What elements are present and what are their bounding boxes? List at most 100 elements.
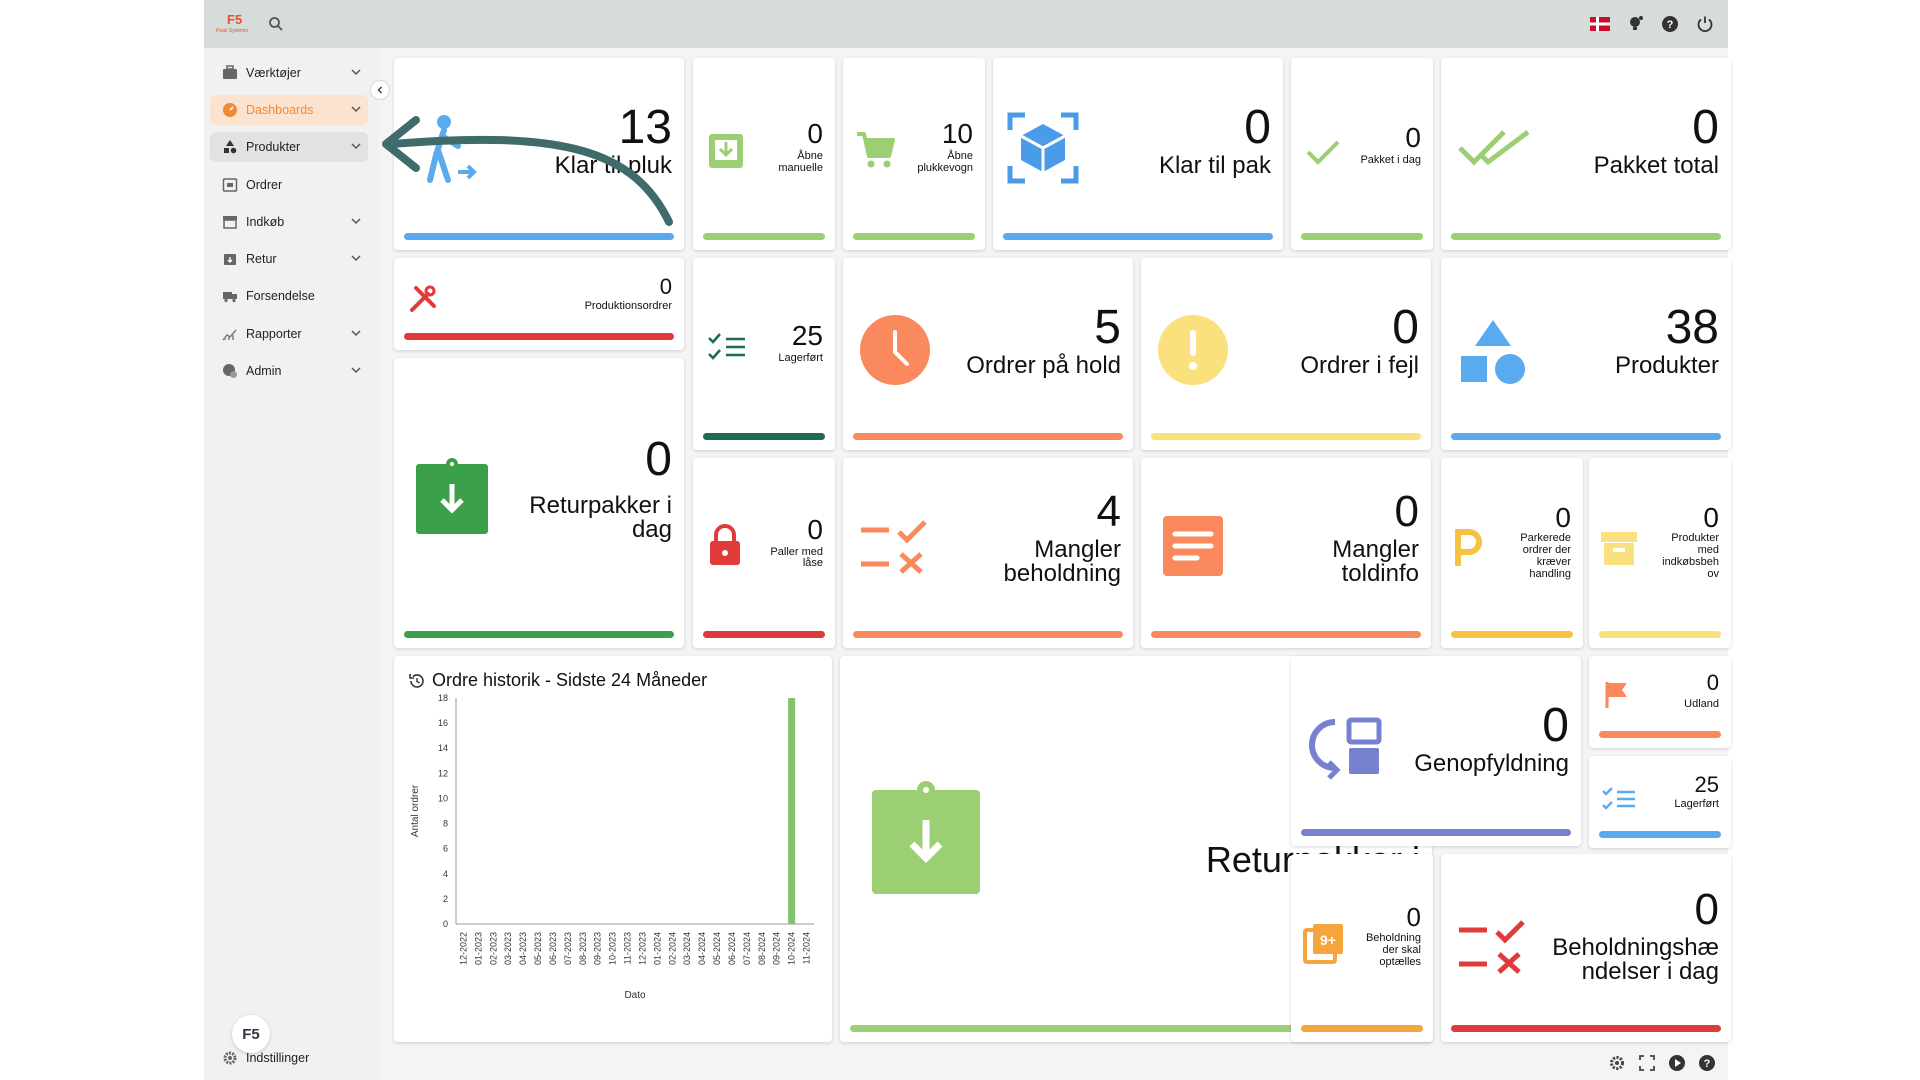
shapes-icon [224,140,237,154]
chevron-down-icon [351,106,361,113]
sidebar-item-admin[interactable]: Admin [210,356,368,386]
svg-text:?: ? [1667,19,1674,31]
sidebar-item-retur[interactable]: Retur [210,244,368,274]
svg-text:9+: 9+ [1320,932,1336,948]
sidebar-item-rapporter[interactable]: Rapporter [210,319,368,349]
aabne-plukkevogn-value: 10 [941,118,973,149]
beholdning-optaelles-line-3: optælles [1379,956,1421,968]
x-tick-label: 03-2023 [503,932,513,965]
paller-med-laase-label-2: låse [802,557,823,569]
x-tick-label: 11-2024 [802,932,812,964]
count-badge-icon: 9+ [1303,924,1343,964]
brand-logo[interactable]: F5 Peak Systems [212,10,260,38]
card-paller-med-laase[interactable]: 0 Paller med låse [693,458,835,648]
card-lagerfoert-2[interactable]: 25 Lagerført [1589,756,1731,848]
ordrer-paa-hold-value: 5 [1094,301,1121,354]
chevron-down-icon [351,143,361,150]
x-tick-label: 09-2023 [593,932,603,965]
card-parkerede-ordrer[interactable]: 0 Parkerede ordrer der kræver handling [1441,458,1583,648]
tutorial-arrow-icon [382,116,673,226]
sidebar-item-produkter[interactable]: Produkter [210,132,368,162]
returpakker-label-2: dag [631,516,672,543]
help-icon[interactable]: ? [1658,12,1682,36]
progress-bar [1301,829,1571,836]
sidebar-item-indstillinger[interactable]: Indstillinger [210,1043,368,1073]
card-mangler-toldinfo[interactable]: 0 Mangler toldinfo [1141,458,1431,648]
progress-bar [703,233,825,240]
sidebar-item-dashboards[interactable]: Dashboards [210,95,368,125]
dashboard-icon [223,103,237,117]
chart-icon [222,329,237,341]
sidebar-item-forsendelse[interactable]: Forsendelse [210,281,368,311]
card-lagerfoert[interactable]: 25 Lagerført [693,258,835,450]
avatar[interactable]: F5 [232,1015,270,1053]
genopfyldning-label: Genopfyldning [1414,750,1569,777]
beholdning-optaelles-value: 0 [1406,902,1421,932]
returpakker-value: 0 [645,433,672,486]
x-tick-label: 04-2023 [518,932,528,965]
chevron-down-icon [351,330,361,337]
card-produktionsordrer[interactable]: 0 Produktionsordrer [394,258,684,350]
card-produkter-indkoeb[interactable]: 0 Produkter med indkøbsbeh ov [1589,458,1731,648]
pakket-total-value: 0 [1692,101,1719,154]
card-ordrer-i-fejl[interactable]: 0 Ordrer i fejl [1141,258,1431,450]
x-tick-label: 08-2024 [757,932,767,965]
sidebar-item-vaerktoejer[interactable]: Værktøjer [210,58,368,88]
checklist-icon [708,333,745,360]
order-history-chart: 0 2 4 6 8 10 12 14 16 18 12-2022 01-2023 02-2023 03-2… [410,693,814,1001]
lightbulb-icon[interactable] [1624,12,1648,36]
x-tick-label: 02-2023 [488,932,498,965]
pakket-i-dag-value: 0 [1405,122,1421,153]
card-pakket-i-dag[interactable]: 0 Pakket i dag [1291,58,1433,250]
beholdning-optaelles-line-1: Beholdning [1365,932,1421,944]
return-icon [224,254,236,265]
card-klar-til-pak[interactable]: 0 Klar til pak [993,58,1283,250]
progress-bar [404,333,674,340]
x-tick-label: 02-2024 [667,932,677,965]
truck-icon [223,292,237,303]
progress-bar [1151,631,1421,638]
danish-flag-icon[interactable] [1588,12,1612,36]
card-udland[interactable]: 0 Udland [1589,656,1731,748]
play-icon[interactable] [1668,1054,1686,1072]
x-tick-label: 01-2024 [652,932,662,965]
card-klar-til-pluk[interactable]: 13 Klar til pluk [394,58,684,250]
card-mangler-beholdning[interactable]: 4 Mangler beholdning [843,458,1133,648]
logo-mark: F5 [227,12,243,27]
ordrer-i-fejl-value: 0 [1392,301,1419,354]
chart-title: Ordre historik - Sidste 24 Måneder [432,670,708,690]
card-beholdningshaendelser[interactable]: 0 Beholdningshæ ndelser i dag [1441,854,1731,1042]
collapse-sidebar-button[interactable] [370,80,390,100]
chevron-down-icon [351,367,361,374]
card-aabne-plukkevogn[interactable]: 10 Åbne plukkevogn [843,58,985,250]
card-ordrer-paa-hold[interactable]: 5 Ordrer på hold [843,258,1133,450]
card-beholdning-optaelles[interactable]: 9+ 0 Beholdning der skal optælles [1291,854,1433,1042]
card-returpakker[interactable]: 0 Returpakker i dag [394,358,684,648]
power-icon[interactable] [1693,12,1717,36]
sidebar-item-label: Værktøjer [246,66,301,80]
replenish-icon [1309,717,1382,780]
sidebar-item-indkoeb[interactable]: Indkøb [210,207,368,237]
fullscreen-icon[interactable] [1638,1054,1656,1072]
warning-icon [1158,315,1228,385]
progress-bar [404,233,674,240]
progress-bar [853,233,975,240]
chevron-down-icon [351,218,361,225]
produkter-indkoeb-line-2: med [1697,544,1719,556]
card-pakket-total[interactable]: 0 Pakket total [1441,58,1731,250]
search-icon[interactable] [264,12,288,36]
gear-icon[interactable] [1608,1054,1626,1072]
help-icon[interactable]: ? [1698,1054,1716,1072]
aabne-manuelle-label: Åbne manuelle [778,150,823,174]
card-aabne-manuelle[interactable]: 0 Åbne manuelle [693,58,835,250]
card-produkter[interactable]: 38 Produkter [1441,258,1731,450]
sidebar-item-label: Admin [246,364,282,378]
lagerfoert-2-value: 25 [1694,772,1719,797]
sidebar-item-ordrer[interactable]: Ordrer [210,170,368,200]
x-tick-label: 01-2023 [473,932,483,965]
x-tick-label: 07-2024 [742,932,752,965]
download-tray-icon [709,134,743,168]
parkerede-line-1: Parkerede [1520,532,1571,544]
card-genopfyldning[interactable]: 0 Genopfyldning [1291,656,1581,846]
klar-til-pluk-value: 13 [618,101,672,154]
